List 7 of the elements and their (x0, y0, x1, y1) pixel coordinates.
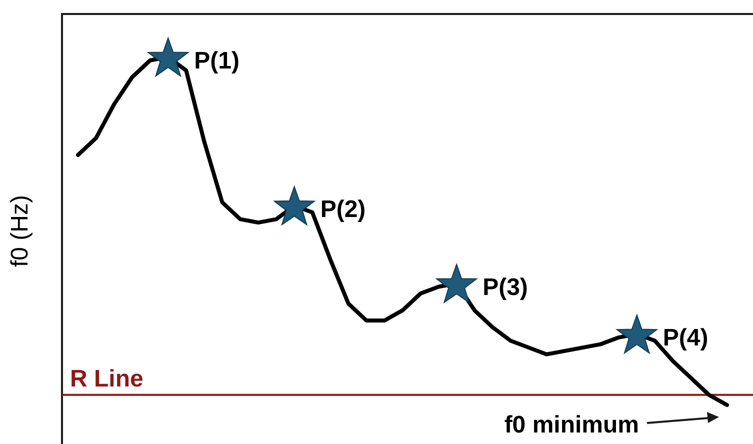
annotation: P(3) (482, 274, 528, 301)
annotation: P(4) (662, 324, 708, 352)
text: f0 minimum (504, 412, 639, 438)
annotation: P(2) (320, 196, 366, 224)
ref-line-label: R Line (70, 365, 144, 392)
y-axis-title: f0 (Hz) (6, 195, 34, 267)
annotation: P(1) (194, 48, 240, 74)
